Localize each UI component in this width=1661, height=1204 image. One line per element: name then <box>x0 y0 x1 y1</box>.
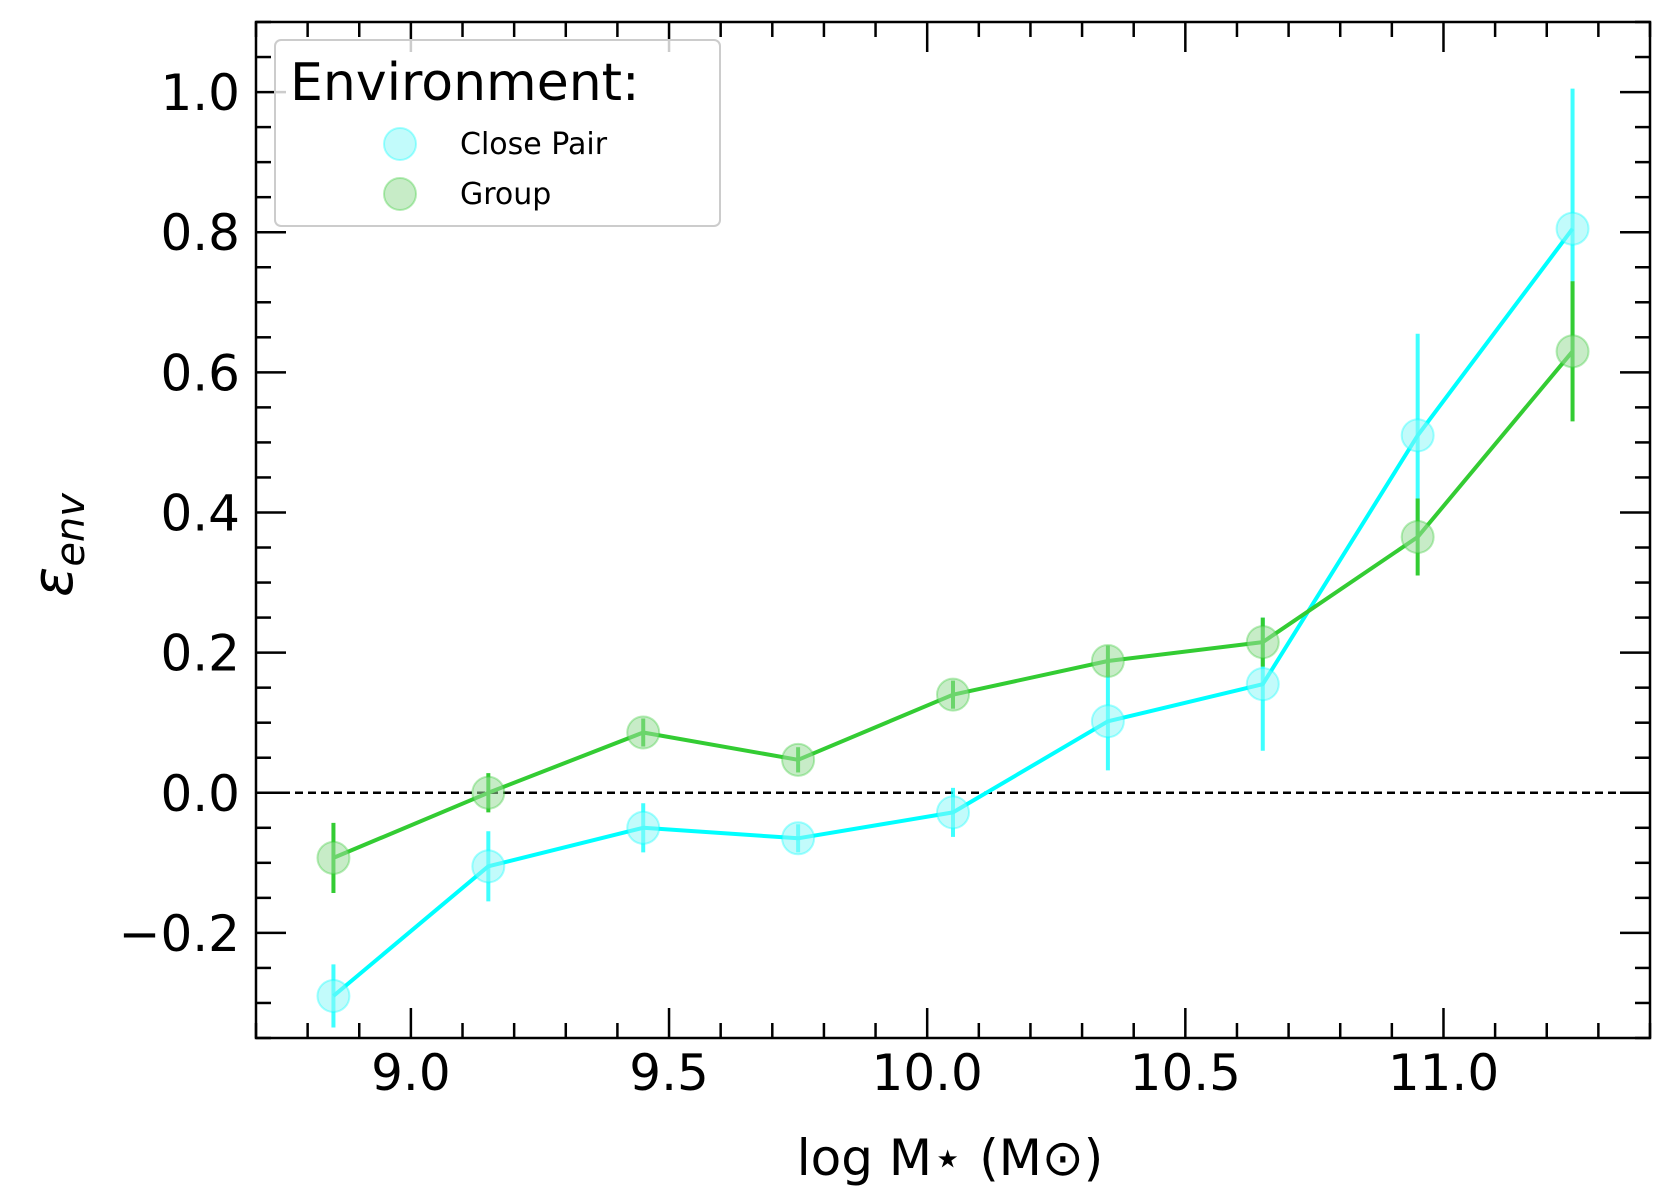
series-line-close-pair <box>332 227 1575 998</box>
data-point-close-pair <box>1555 211 1590 246</box>
data-point-close-pair <box>1245 667 1280 702</box>
data-point-close-pair <box>626 810 661 845</box>
data-point-group <box>471 775 506 810</box>
x-tick-label: 9.0 <box>371 1044 451 1102</box>
x-axis-title: log M⋆ (M⊙) <box>797 1129 1104 1187</box>
y-tick-label: 1.0 <box>160 64 240 122</box>
data-point-group <box>1555 334 1590 369</box>
x-tick-label: 11.0 <box>1388 1044 1499 1102</box>
legend-marker-group <box>383 177 417 211</box>
y-axis-title-subscript: env <box>48 492 94 567</box>
plot-frame <box>254 20 1652 1040</box>
y-tick-label: −0.2 <box>119 905 240 963</box>
data-point-close-pair <box>1090 704 1125 739</box>
data-point-close-pair <box>781 821 816 856</box>
y-tick-label: 0.6 <box>160 344 240 402</box>
legend: Environment: Close Pair Group <box>274 39 721 227</box>
data-point-group <box>1400 520 1435 555</box>
data-point-group <box>1090 644 1125 679</box>
data-point-group <box>626 715 661 750</box>
y-tick-label: 0.8 <box>160 204 240 262</box>
data-point-close-pair <box>471 849 506 884</box>
legend-title: Environment: <box>290 53 640 113</box>
data-point-group <box>936 677 970 712</box>
data-point-close-pair <box>316 978 351 1013</box>
data-point-group <box>781 742 816 777</box>
data-point-close-pair <box>936 795 970 830</box>
data-point-close-pair <box>1400 418 1435 453</box>
tick-labels: 9.0 9.5 10.0 10.5 11.0 −0.2 0.0 0.2 0.4 0.6 0.8 1.0 <box>119 64 1500 1102</box>
data-point-group <box>1245 625 1280 660</box>
x-tick-label: 9.5 <box>629 1044 709 1102</box>
legend-box <box>274 39 721 227</box>
x-tick-label: 10.0 <box>872 1044 983 1102</box>
legend-marker-close-pair <box>383 127 417 161</box>
y-tick-label: 0.4 <box>160 484 240 542</box>
plot-area <box>256 88 1650 1028</box>
legend-label-close-pair: Close Pair <box>460 127 608 162</box>
y-axis-title: εenv <box>21 492 94 597</box>
y-axis-title-symbol: ε <box>21 567 86 597</box>
legend-label-group: Group <box>460 177 551 212</box>
y-tick-label: 0.2 <box>160 625 240 683</box>
series-line-group <box>332 350 1575 860</box>
x-tick-label: 10.5 <box>1130 1044 1241 1102</box>
data-point-group <box>316 840 351 875</box>
y-tick-label: 0.0 <box>160 765 240 823</box>
